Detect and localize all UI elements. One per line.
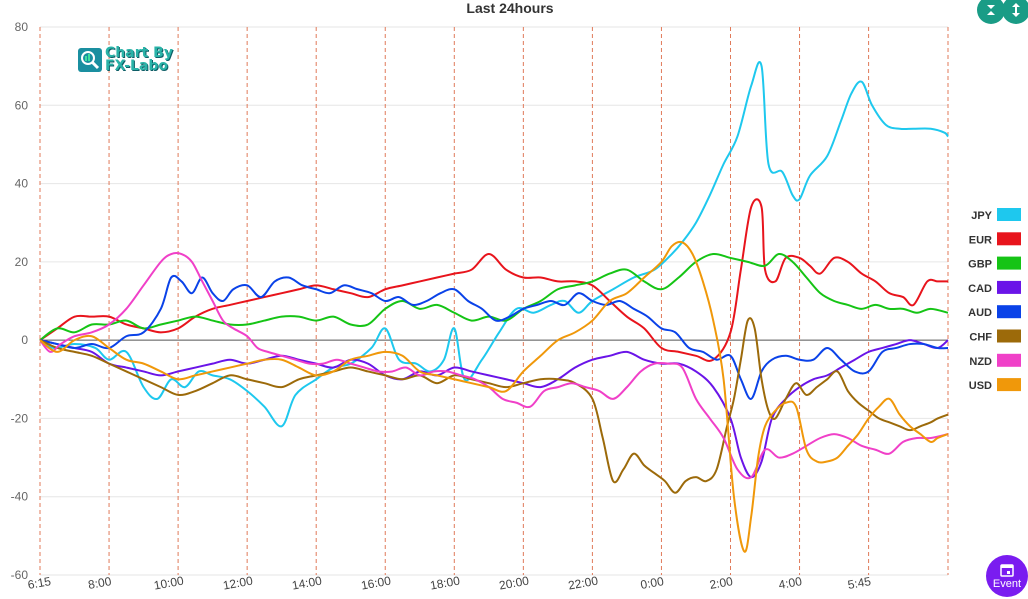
logo-line1: Chart By [105, 45, 173, 61]
event-button[interactable]: Event [986, 555, 1028, 597]
series-line-chf [39, 317, 949, 494]
x-tick-label: 20:00 [498, 574, 530, 593]
y-tick-label: 20 [15, 255, 29, 269]
x-axis-ticks: 6:15 8:00 10:00 12:00 14:00 16:00 18:00 20:00 22… [27, 574, 873, 593]
legend-label-aud: AUD [968, 307, 992, 319]
fx-labo-logo: Chart By FX-Labo [78, 45, 173, 74]
x-tick-label: 18:00 [429, 574, 461, 593]
legend-swatch-chf [997, 329, 1021, 343]
legend-label-cad: CAD [968, 283, 992, 295]
series-lines [39, 61, 949, 553]
y-axis-ticks: 80 60 40 20 0 -20 -40 -60 [11, 20, 29, 582]
x-tick-label: 12:00 [222, 574, 254, 593]
series-line-usd [39, 240, 949, 553]
chart-title: Last 24hours [466, 0, 553, 16]
logo-icon [78, 48, 102, 72]
y-tick-label: 60 [15, 98, 29, 112]
legend-swatch-cad [997, 280, 1021, 294]
expand-icon [1012, 3, 1020, 17]
y-tick-label: -40 [11, 490, 29, 504]
y-tick-label: -20 [11, 411, 29, 425]
legend-swatch-eur [997, 232, 1021, 246]
calendar-icon [1000, 564, 1014, 577]
expand-button[interactable] [1002, 0, 1028, 24]
legend-label-nzd: NZD [969, 356, 992, 368]
compress-icon [987, 5, 995, 15]
legend-label-jpy: JPY [971, 210, 992, 222]
legend-swatch-aud [997, 305, 1021, 319]
y-tick-label: -60 [11, 568, 29, 582]
x-tick-label: 22:00 [567, 574, 599, 593]
series-line-cad [39, 339, 949, 479]
grid [39, 26, 949, 576]
legend-label-chf: CHF [969, 332, 992, 344]
logo-line2: FX-Labo [105, 58, 169, 74]
x-tick-label: 5:45 [847, 574, 873, 592]
compress-button[interactable] [977, 0, 1005, 24]
y-tick-label: 0 [21, 333, 28, 347]
series-line-gbp [39, 252, 949, 341]
legend-swatch-gbp [997, 256, 1021, 270]
legend-swatch-jpy [997, 208, 1021, 221]
x-tick-label: 2:00 [708, 574, 734, 592]
x-tick-label: 10:00 [153, 574, 185, 593]
x-tick-label: 8:00 [87, 574, 113, 592]
series-line-jpy [39, 61, 949, 428]
x-tick-label: 6:15 [27, 574, 53, 592]
x-tick-label: 16:00 [360, 574, 392, 593]
y-tick-label: 80 [15, 20, 29, 34]
legend-label-eur: EUR [969, 234, 992, 246]
x-tick-label: 14:00 [291, 574, 323, 593]
series-line-eur [39, 198, 948, 362]
series-line-aud [39, 274, 949, 400]
legend-label-usd: USD [969, 380, 992, 392]
legend-label-gbp: GBP [968, 259, 992, 271]
y-tick-label: 40 [15, 177, 29, 191]
series-line-nzd [39, 252, 949, 480]
legend-swatch-usd [997, 378, 1021, 392]
event-label: Event [992, 578, 1022, 590]
x-tick-label: 0:00 [639, 574, 665, 592]
legend: JPY EUR GBP CAD AUD CHF NZD USD [968, 208, 1021, 392]
legend-swatch-nzd [997, 353, 1021, 367]
x-tick-label: 4:00 [778, 574, 804, 592]
